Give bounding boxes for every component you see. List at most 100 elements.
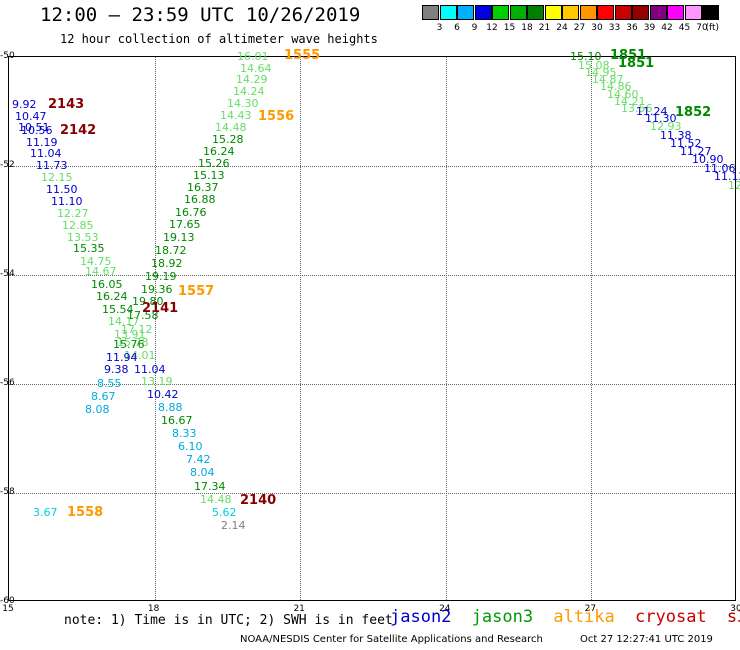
wave-height-value: 10.56 [21,124,53,137]
wave-height-value: 14.24 [233,85,265,98]
color-scale-label: 21 [538,23,551,33]
color-scale-label: 70 [696,23,708,33]
color-scale-swatch [509,5,527,20]
wave-height-value: 15.08 [578,59,610,72]
wave-height-value: 11.24 [636,105,668,118]
wave-height-value: 16.05 [91,278,123,291]
wave-height-value: 11.94 [106,351,138,364]
grid-line [445,57,447,600]
wave-height-value: 14.67 [85,265,117,278]
pass-number-label: 2143 [48,97,85,112]
pass-number-label: 1555 [284,48,321,63]
wave-height-value: 8.08 [85,403,110,416]
legend-jason2: jason2 [390,607,452,627]
wave-height-value: 11.50 [46,183,78,196]
color-scale-swatch [474,5,492,20]
color-scale-label: 6 [454,23,460,33]
page-subtitle: 12 hour collection of altimeter wave hei… [60,32,378,46]
grid-line [300,57,302,600]
color-scale-swatch [597,5,614,20]
pass-number-label: 2141 [142,301,179,316]
grid-line [591,57,593,600]
color-scale-swatch [422,5,439,20]
color-scale-label: 12 [486,23,498,33]
wave-height-value: 14.21 [614,95,646,108]
wave-height-value: 16.37 [187,181,219,194]
wave-height-value: 7.42 [186,453,211,466]
wave-height-value: 14.01 [124,349,156,362]
latitude-label: -56 [0,378,15,388]
wave-height-value: 16.76 [175,206,207,219]
wave-height-value: 18.92 [151,257,183,270]
color-scale-swatch [457,5,474,20]
color-scale-label: 30 [591,23,603,33]
color-scale-label: 9 [471,23,478,33]
wave-height-value: 11.04 [30,147,62,160]
pass-number-label: 2140 [240,493,277,508]
longitude-label: 27 [584,604,597,614]
wave-height-value: 14.86 [600,80,632,93]
wave-height-value: 12.15 [41,171,73,184]
wave-height-value: 12.27 [57,207,89,220]
wave-height-value: 19.80 [132,295,164,308]
wave-height-value: 16.24 [203,145,235,158]
wave-height-value: 14.95 [585,66,617,79]
wave-height-value: 18.72 [155,244,187,257]
wave-height-value: 14.87 [592,73,624,86]
wave-height-value: 14.60 [607,88,639,101]
wave-height-value: 14.48 [215,121,247,134]
pass-number-label: 1557 [178,284,215,299]
latitude-label: -60 [0,596,15,606]
wave-height-value: 11.73 [36,159,68,172]
wave-height-value: 11.12 [714,170,740,183]
wave-height-value: 8.55 [97,377,122,390]
longitude-label: 15 [2,604,14,614]
legend-jason3: jason3 [471,607,534,627]
color-scale-swatch [632,5,649,20]
grid-line [9,384,735,385]
color-scale-unit: (ft) [705,23,720,33]
wave-height-value: 3.67 [33,506,58,519]
wave-height-value: 15.28 [212,133,244,146]
longitude-label: 24 [439,604,451,614]
color-scale-label: 18 [521,23,533,33]
footer-timestamp: Oct 27 12:27:41 UTC 2019 [580,634,713,645]
color-scale-label: 24 [556,23,568,33]
wave-height-value: 14.48 [200,493,232,506]
grid-line [9,493,735,494]
color-scale-label: 27 [573,23,586,33]
wave-height-value: 19.36 [141,283,173,296]
wave-height-value: 14.29 [236,73,268,86]
footer-note: note: 1) Time is in UTC; 2) SWH is in fe… [64,613,393,628]
color-scale-swatch [649,5,667,20]
page-title: 12:00 – 23:59 UTC 10/26/2019 [40,4,361,26]
wave-height-value: 14.17 [108,315,140,328]
color-scale-label: 33 [608,23,621,33]
wave-height-value: 17.12 [121,323,153,336]
grid-line [154,57,156,600]
latitude-label: -52 [0,160,15,170]
wave-height-value: 14.43 [220,109,252,122]
wave-height-value: 8.88 [158,401,183,414]
wave-height-value: 8.33 [172,427,197,440]
wave-height-value: 13.19 [141,375,173,388]
color-scale-label: 39 [643,23,656,33]
wave-height-value: 16.67 [161,414,193,427]
wave-height-value: 11.52 [670,137,702,150]
color-scale-swatch [544,5,562,20]
pass-number-label: 1851 [610,48,647,63]
color-scale-swatch [492,5,509,20]
wave-height-value: 13.56 [621,102,653,115]
wave-height-value: 12.93 [650,120,682,133]
pass-number-label: 1558 [67,505,104,520]
map-plot-area [8,56,736,601]
color-scale-swatch [614,5,632,20]
longitude-label: 21 [293,604,305,614]
color-scale-label: 15 [503,23,516,33]
wave-height-value: 15.13 [193,169,225,182]
color-scale-label: 42 [661,23,673,33]
pass-number-label: 1851 [618,56,655,71]
wave-height-value: 12.47 [728,179,740,192]
latitude-label: -54 [0,269,15,279]
color-scale-swatch [667,5,684,20]
